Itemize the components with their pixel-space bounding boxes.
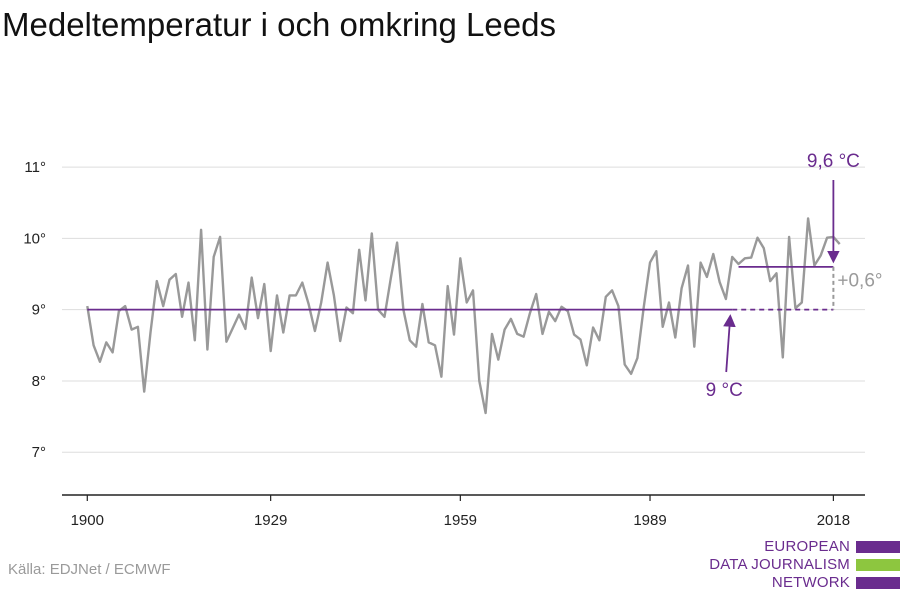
difference-label: +0,6° bbox=[837, 270, 882, 291]
logo-bar-green bbox=[856, 559, 900, 571]
y-tick-label: 11° bbox=[24, 159, 46, 176]
x-tick-label: 1929 bbox=[254, 512, 287, 529]
y-tick-label: 9° bbox=[32, 302, 46, 319]
logo-line-2: DATA JOURNALISM bbox=[709, 556, 850, 573]
logo-bar-purple-bottom bbox=[856, 577, 900, 589]
y-tick-label: 7° bbox=[32, 444, 46, 461]
logo-line-3: NETWORK bbox=[771, 574, 850, 591]
logo-line-1: EUROPEAN bbox=[764, 538, 850, 555]
x-tick-label: 1900 bbox=[71, 512, 104, 529]
baseline-label: 9 °C bbox=[706, 380, 743, 401]
baseline-arrow bbox=[723, 314, 736, 373]
edjnet-logo: EUROPEAN DATA JOURNALISM NETWORK bbox=[700, 538, 900, 596]
x-tick-label: 2018 bbox=[817, 512, 850, 529]
y-tick-label: 8° bbox=[32, 373, 46, 390]
recent-mean-label: 9,6 °C bbox=[807, 151, 860, 172]
temperature-series-line bbox=[86, 217, 841, 415]
logo-bar-purple-top bbox=[856, 541, 900, 553]
source-credit: Källa: EDJNet / ECMWF bbox=[8, 561, 171, 578]
x-tick-label: 1989 bbox=[633, 512, 666, 529]
x-tick-label: 1959 bbox=[444, 512, 477, 529]
page-title: Medeltemperatur i och omkring Leeds bbox=[2, 6, 556, 43]
y-tick-label: 10° bbox=[23, 230, 46, 247]
